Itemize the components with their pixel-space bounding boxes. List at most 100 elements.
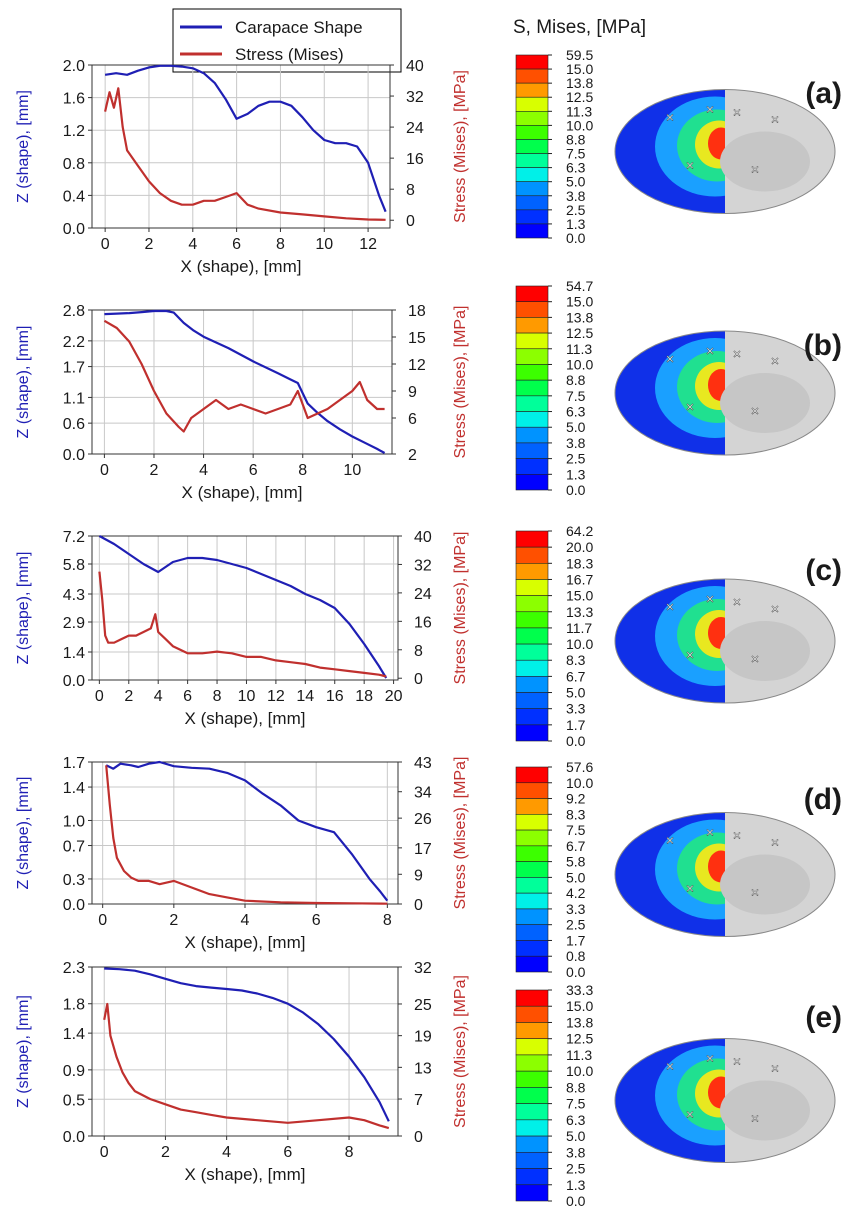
y2-tick-label: 16	[406, 151, 424, 168]
legend-stress-label: Stress (Mises)	[235, 45, 344, 64]
colorbar-band	[515, 426, 549, 444]
colorbar-tick-label: 64.2	[566, 523, 593, 539]
y2-tick-label: 7	[414, 1092, 423, 1109]
colorbar-tick-label: 6.3	[566, 1112, 586, 1128]
y2-tick-label: 24	[414, 586, 432, 603]
colorbar-tick-label: 20.0	[566, 539, 593, 555]
x-tick-label: 8	[383, 912, 392, 929]
sample-point-marker: ✕	[770, 115, 779, 127]
colorbar-tick-label: 3.8	[566, 1144, 586, 1160]
y2-tick-label: 32	[414, 557, 432, 574]
legend-shape-label: Carapace Shape	[235, 18, 363, 37]
colorbar-tick-label: 13.3	[566, 604, 593, 620]
sample-point-marker: ✕	[770, 1064, 779, 1076]
y2-tick-label: 12	[408, 357, 426, 374]
x-tick-label: 0	[100, 1144, 109, 1161]
colorbar-band	[515, 474, 549, 491]
y-axis-label: Z (shape), [mm]	[15, 90, 32, 203]
colorbar-tick-label: 1.3	[566, 216, 586, 232]
colorbar-band	[515, 111, 549, 126]
panel-2: 0 2 4 6 8 10 12 14 16 18 200.01.42.94.35.87.208162…	[15, 523, 842, 749]
colorbar-band	[515, 167, 549, 182]
x-tick-label: 20	[385, 688, 403, 705]
colorbar-band	[515, 798, 549, 815]
colorbar-tick-label: 5.0	[566, 869, 586, 885]
colorbar-tick-label: 15.0	[566, 294, 593, 310]
x-tick-label: 2	[145, 236, 154, 253]
sample-point-marker: ✕	[705, 828, 714, 840]
colorbar-band	[515, 301, 549, 318]
colorbar-band	[515, 1038, 549, 1056]
y-axis-label: Z (shape), [mm]	[15, 777, 32, 890]
sample-point-marker: ✕	[750, 888, 759, 900]
sample-point-marker: ✕	[732, 1057, 741, 1069]
sample-point-marker: ✕	[750, 654, 759, 666]
plot-frame	[91, 309, 393, 455]
y-tick-label: 0.5	[63, 1092, 85, 1109]
y-tick-label: 1.0	[63, 813, 85, 830]
colorbar-band	[515, 1119, 549, 1137]
y-tick-label: 0.4	[63, 188, 85, 205]
colorbar-band	[515, 1152, 549, 1169]
y2-tick-label: 0	[414, 897, 423, 914]
y-tick-label: 2.9	[63, 615, 85, 632]
y2-tick-label: 40	[414, 529, 432, 546]
colorbar-tick-label: 5.8	[566, 854, 586, 870]
colorbar-tick-label: 18.3	[566, 555, 593, 571]
sample-point-marker: ✕	[750, 165, 759, 177]
stress-series-line	[98, 571, 387, 678]
colorbar-tick-label: 10.0	[566, 356, 593, 372]
sample-point-marker: ✕	[750, 406, 759, 418]
colorbar-tick-label: 4.2	[566, 885, 586, 901]
colorbar-tick-label: 0.0	[566, 733, 586, 749]
y-tick-label: 0.6	[63, 416, 85, 433]
y-tick-label: 1.7	[63, 360, 85, 377]
colorbar-tick-label: 11.3	[566, 1047, 592, 1063]
colorbar-band	[515, 955, 549, 973]
colorbar-band	[515, 940, 549, 957]
plot-frame	[91, 966, 399, 1137]
colorbar-band	[515, 708, 549, 726]
x-tick-label: 2	[124, 688, 133, 705]
colorbar-band	[515, 285, 549, 302]
sample-point-marker: ✕	[665, 602, 674, 614]
y2-tick-label: 15	[408, 330, 426, 347]
colorbar-tick-label: 3.8	[566, 435, 586, 451]
colorbar-band	[515, 1070, 549, 1088]
colorbar-band	[515, 530, 549, 548]
panel-label: (a)	[805, 77, 842, 110]
x-tick-label: 4	[188, 236, 197, 253]
colorbar-band	[515, 395, 549, 412]
sample-point-marker: ✕	[665, 113, 674, 125]
x-tick-label: 6	[312, 912, 321, 929]
plot-frame	[91, 64, 391, 229]
y2-axis-label: Stress (Mises), [MPa]	[452, 70, 469, 223]
x-tick-label: 12	[267, 688, 285, 705]
plot-frame	[91, 761, 399, 905]
colorbar-tick-label: 57.6	[566, 759, 593, 775]
colorbar-band	[515, 814, 549, 831]
y2-axis-label: Stress (Mises), [MPa]	[452, 757, 469, 910]
x-tick-label: 18	[355, 688, 373, 705]
sample-point-marker: ✕	[685, 402, 694, 414]
colorbar-tick-label: 11.7	[566, 620, 592, 636]
sample-point-marker: ✕	[770, 838, 779, 850]
colorbar-band	[515, 223, 549, 239]
colorbar-band	[515, 153, 549, 168]
y2-tick-label: 8	[414, 643, 423, 660]
colorbar-tick-label: 54.7	[566, 278, 593, 294]
colorbar-tick-label: 3.8	[566, 188, 586, 204]
sample-point-marker: ✕	[770, 356, 779, 368]
shape-series-line	[104, 309, 386, 454]
colorbar-band	[515, 209, 549, 225]
y2-tick-label: 32	[406, 89, 424, 106]
y-tick-label: 0.0	[63, 673, 85, 690]
y2-tick-label: 8	[406, 182, 415, 199]
colorbar-tick-label: 0.0	[566, 964, 586, 980]
colorbar-tick-label: 8.8	[566, 372, 586, 388]
carapace-model-image: ✕ ✕ ✕ ✕ ✕ ✕	[614, 812, 836, 937]
x-tick-label: 8	[213, 688, 222, 705]
sample-point-marker: ✕	[665, 836, 674, 848]
colorbar-band	[515, 1054, 549, 1072]
sample-point-marker: ✕	[732, 108, 741, 120]
